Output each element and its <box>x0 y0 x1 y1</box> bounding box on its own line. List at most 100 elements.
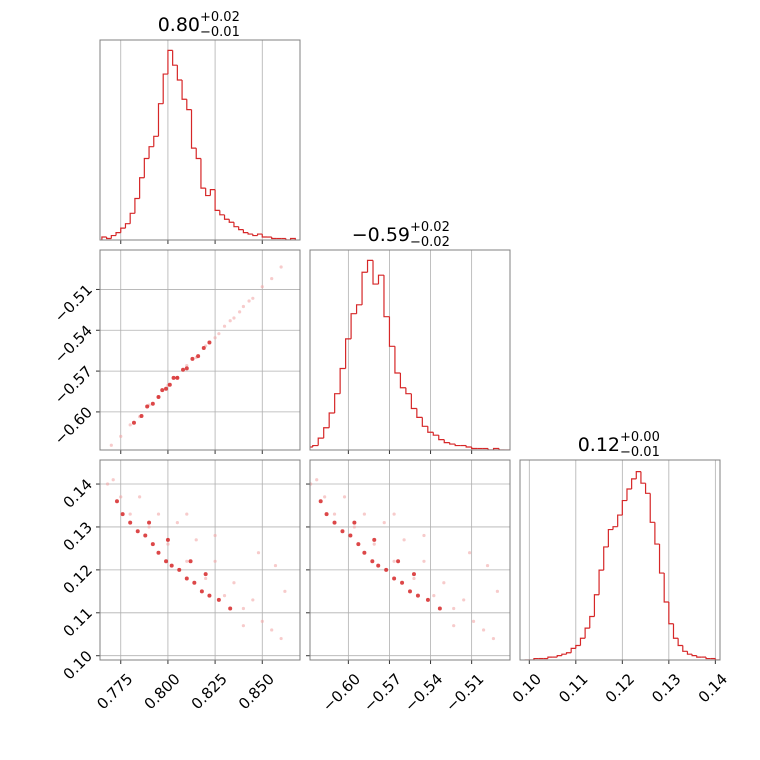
scatter-point <box>194 538 198 542</box>
histogram-bin <box>649 493 655 523</box>
scatter-point <box>400 580 405 585</box>
scatter-point <box>143 533 148 538</box>
histogram-bin <box>228 219 234 223</box>
scatter-point <box>213 533 217 538</box>
histogram-bin <box>176 65 183 81</box>
scatter-point <box>185 364 189 368</box>
histogram-bin <box>405 387 412 395</box>
histogram-bin <box>561 653 567 656</box>
histogram-bin <box>377 274 384 285</box>
histogram-bin <box>323 427 330 439</box>
scatter-point <box>114 499 119 504</box>
x-tick-label: −0.51 <box>442 670 487 715</box>
scatter-point <box>156 550 161 555</box>
scatter-point <box>462 598 466 602</box>
scatter-point <box>156 512 161 516</box>
scatter-point <box>425 597 430 602</box>
scatter-point <box>340 529 345 534</box>
histogram-bin <box>705 657 711 660</box>
scatter-point <box>138 495 142 499</box>
x-tick-label: 0.10 <box>509 670 545 706</box>
scatter-point <box>260 619 264 623</box>
axes-frame <box>99 39 301 241</box>
scatter-point <box>119 495 123 499</box>
scatter-point <box>150 542 155 547</box>
title: 0.80 <box>158 14 200 36</box>
scatter-point <box>196 354 201 359</box>
x-tick-label: 0.14 <box>695 670 731 706</box>
histogram-bin <box>162 73 168 104</box>
histogram-bin <box>285 238 291 240</box>
title-lower: −0.01 <box>200 25 240 40</box>
histogram-bin <box>355 304 363 314</box>
histogram-bin <box>672 623 679 639</box>
scatter-point <box>279 636 283 641</box>
scatter-point <box>422 533 426 538</box>
histogram-bin <box>317 437 324 446</box>
scatter-point <box>192 580 197 585</box>
scatter-point <box>442 581 446 585</box>
scatter-point <box>247 299 251 303</box>
scatter-point <box>232 581 236 585</box>
scatter-point <box>396 559 401 564</box>
scatter-point <box>164 559 169 564</box>
scatter-point <box>348 533 353 538</box>
histogram-bin <box>312 444 319 448</box>
histogram-bin <box>465 445 472 448</box>
scatter-point <box>232 316 236 320</box>
histogram-bin <box>635 470 641 479</box>
scatter-point <box>119 434 123 438</box>
histogram-bin <box>143 157 150 178</box>
scatter-point <box>213 559 217 563</box>
scatter-point <box>251 598 255 602</box>
histogram-bin <box>383 275 390 318</box>
x-tick-label: 0.775 <box>93 670 136 713</box>
panel <box>524 460 720 660</box>
histogram-bin <box>256 233 263 236</box>
histogram-bin <box>443 439 450 444</box>
x-tick-label: −0.57 <box>360 670 405 715</box>
panel <box>101 40 296 240</box>
y-tick-label: 0.14 <box>60 475 96 511</box>
scatter-point <box>128 423 132 427</box>
y-tick-label: 0.13 <box>60 518 96 554</box>
histogram-bin <box>626 488 632 501</box>
histogram-bin <box>612 526 618 530</box>
scatter-point <box>402 538 406 542</box>
scatter-point <box>160 388 165 393</box>
scatter-point <box>228 319 232 323</box>
scatter-point <box>467 551 472 555</box>
scatter-point <box>408 589 412 594</box>
histogram-bin <box>167 49 173 75</box>
scatter-point <box>356 542 361 547</box>
scatter-point <box>207 340 212 345</box>
scatter-point <box>171 375 176 380</box>
histogram-bin <box>579 637 586 646</box>
histogram-bin <box>129 212 135 224</box>
histogram-bin <box>372 260 379 285</box>
scatter-point <box>241 606 245 611</box>
histogram-bin <box>686 651 693 655</box>
histogram-bin <box>350 313 357 339</box>
histogram-bin <box>607 528 614 547</box>
scatter-point <box>207 593 212 598</box>
scatter-point <box>273 563 278 568</box>
scatter-point <box>392 559 396 563</box>
histogram-bin <box>498 448 505 450</box>
histogram-bin <box>388 316 395 347</box>
scatter-point <box>185 559 189 563</box>
histogram-bin <box>575 644 581 649</box>
histogram-bin <box>361 271 368 305</box>
scatter-point <box>495 589 499 593</box>
title-upper: +0.02 <box>410 220 450 235</box>
histogram-bin <box>421 417 428 427</box>
scatter-point <box>283 589 287 593</box>
scatter-point <box>120 512 125 517</box>
scatter-point <box>184 576 189 581</box>
scatter-point <box>332 512 337 516</box>
scatter-point <box>147 525 151 529</box>
y-tick-label: 0.12 <box>60 561 96 597</box>
histogram-bin <box>714 658 720 660</box>
scatter-point <box>147 520 152 525</box>
histogram-bin <box>589 615 595 629</box>
